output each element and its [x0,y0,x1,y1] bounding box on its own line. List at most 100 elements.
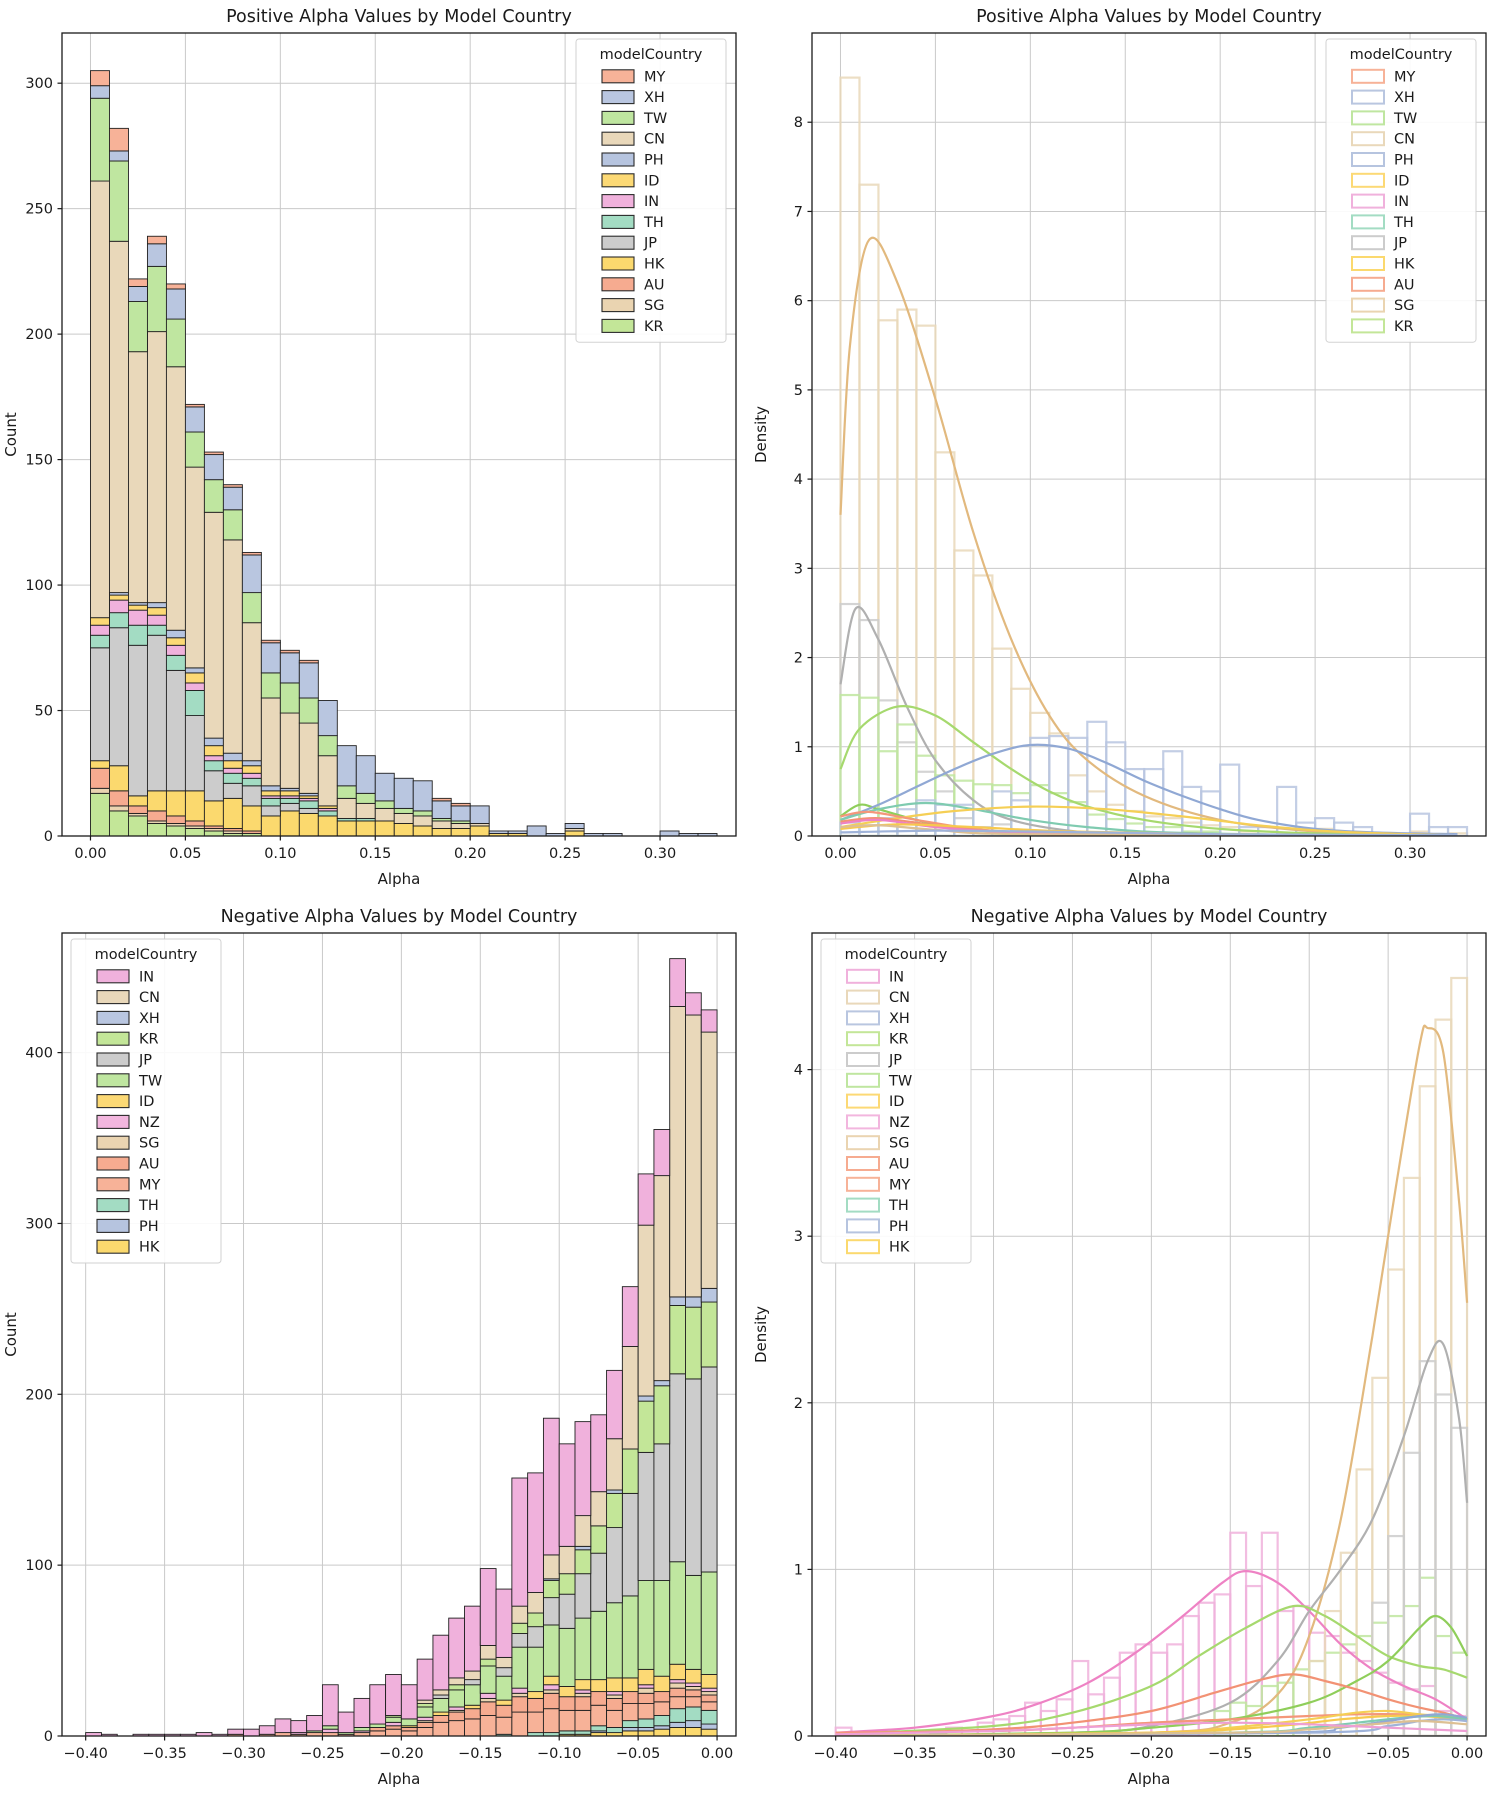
legend-swatch-PH [96,1218,130,1233]
legend-label-HK: HK [889,1240,910,1256]
bars-AU [369,1687,718,1732]
legend-label-AU: AU [889,1157,910,1173]
x-tick-label: 0.30 [1394,846,1426,862]
y-tick-label: 8 [794,115,803,131]
bars-ID [400,1663,718,1728]
x-tick-label: 0.05 [169,846,201,862]
x-tick-label: −0.20 [379,1746,423,1762]
y-axis-label: Count [2,1312,20,1357]
x-tick-label: 0.00 [1451,1746,1483,1762]
legend-swatch-HK [1351,256,1385,271]
legend-label-CN: CN [644,132,665,148]
legend-label-ID: ID [1394,173,1409,189]
x-tick-label: 0.20 [1204,846,1236,862]
kde-NZ [835,1721,1468,1736]
legend-swatch-XH [96,1010,130,1025]
legend-label-XH: XH [139,1011,160,1027]
legend-label-TH: TH [138,1198,159,1214]
legend-label-MY: MY [139,1177,161,1193]
legend-label-SG: SG [889,1136,909,1152]
legend-swatch-JP [601,235,635,250]
y-tick-label: 200 [25,327,53,343]
legend-label-JP: JP [1393,236,1407,252]
legend-label-MY: MY [1394,69,1416,85]
kde-curves [835,1024,1469,1736]
legend-label-KR: KR [139,1032,159,1048]
legend-label-AU: AU [139,1157,160,1173]
legend-label-SG: SG [139,1136,159,1152]
chart-positive-density: 0.00 0.05 0.10 0.15 0.20 0.25 0.30 0 1 2 3 4 5 6 7 8 Pos… [750,0,1500,900]
chart-title: Negative Alpha Values by Model Country [221,907,578,927]
legend-swatch-TW [1351,110,1385,126]
legend-label-JP: JP [888,1053,902,1069]
legend-label-SG: SG [1394,298,1414,314]
y-tick-label: 7 [794,204,803,220]
legend-swatch-ID [1351,172,1385,188]
kde-XH [840,743,1458,836]
plot-border [61,32,737,837]
bars-MY [90,70,471,807]
y-tick-label: 50 [35,704,53,720]
legend: modelCountry IN CN XH KR JP TW ID NZ SG AU MY TH PH HK [820,938,972,1264]
x-tick-label: −0.30 [221,1746,265,1762]
y-tick-label: 100 [25,1558,53,1574]
legend-swatch-TH [601,214,635,229]
y-axis-label: Density [752,406,770,463]
legend-swatch-SG [601,298,635,313]
chart-negative-density: −0.40 −0.35 −0.30 −0.25 −0.20 −0.15 −0.10 −0.05… [750,900,1500,1800]
y-axis-label: Density [752,1306,770,1363]
histogram-bars [90,70,718,836]
x-tick-label: 0.00 [824,846,856,862]
negative-count-svg: −0.40 −0.35 −0.30 −0.25 −0.20 −0.15 −0.10 −0.05… [0,900,750,1800]
chart-title: Positive Alpha Values by Model Country [226,7,572,27]
legend-label-NZ: NZ [889,1115,910,1131]
legend-label-KR: KR [1394,319,1414,335]
legend-label-IN: IN [889,969,904,985]
legend-label-XH: XH [889,1011,910,1027]
legend-swatch-IN [96,969,130,984]
legend-label-CN: CN [1394,132,1415,148]
y-tick-label: 300 [25,76,53,92]
axis-ticks: 0.00 0.05 0.10 0.15 0.20 0.25 0.30 0 1 2 3 4 5 6 7 8 [794,115,1426,862]
y-tick-label: 1 [794,1562,803,1578]
legend-swatch-IN [1351,193,1385,209]
legend-swatch-TW [96,1073,130,1088]
y-tick-label: 1 [794,740,803,756]
legend-swatch-SG [846,1135,880,1151]
y-tick-label: 300 [25,1216,53,1232]
legend: modelCountry MY XH TW CN PH ID IN TH JP HK AU SG KR [1325,38,1477,343]
legend-label-IN: IN [1394,194,1409,210]
legend-label-TW: TW [888,1073,912,1089]
legend-label-HK: HK [1394,257,1415,273]
x-axis-label: Alpha [378,1770,421,1788]
x-tick-label: −0.40 [63,1746,107,1762]
x-tick-label: 0.10 [1014,846,1046,862]
x-tick-label: 0.15 [1109,846,1141,862]
legend-label-JP: JP [643,236,657,252]
kde-HK [840,805,1458,836]
legend-title: modelCountry [600,47,703,63]
legend-label-IN: IN [139,969,154,985]
legend-label-TH: TH [643,215,664,231]
legend-swatch-TH [846,1197,880,1213]
legend-swatch-CN [846,989,880,1005]
plot-border [811,32,1487,837]
legend-label-ID: ID [889,1094,904,1110]
legend-swatch-CN [1351,131,1385,147]
legend-label-PH: PH [139,1219,159,1235]
legend-swatch-CN [601,131,635,146]
legend-swatch-PH [1351,152,1385,167]
bars-TH [90,612,376,822]
y-tick-label: 0 [794,829,803,845]
legend-swatch-MY [601,69,635,84]
legend-label-ID: ID [139,1094,154,1110]
x-tick-label: 0.15 [359,846,391,862]
legend-swatch-JP [96,1052,130,1067]
x-tick-label: −0.10 [1287,1746,1331,1762]
legend-swatch-NZ [96,1114,130,1129]
legend-label-XH: XH [1394,90,1415,106]
x-tick-label: −0.15 [458,1746,502,1762]
legend-swatch-KR [96,1031,130,1046]
legend-label-PH: PH [889,1219,909,1235]
axis-ticks: 0.00 0.05 0.10 0.15 0.20 0.25 0.30 0 50 100 150 200… [25,76,676,862]
